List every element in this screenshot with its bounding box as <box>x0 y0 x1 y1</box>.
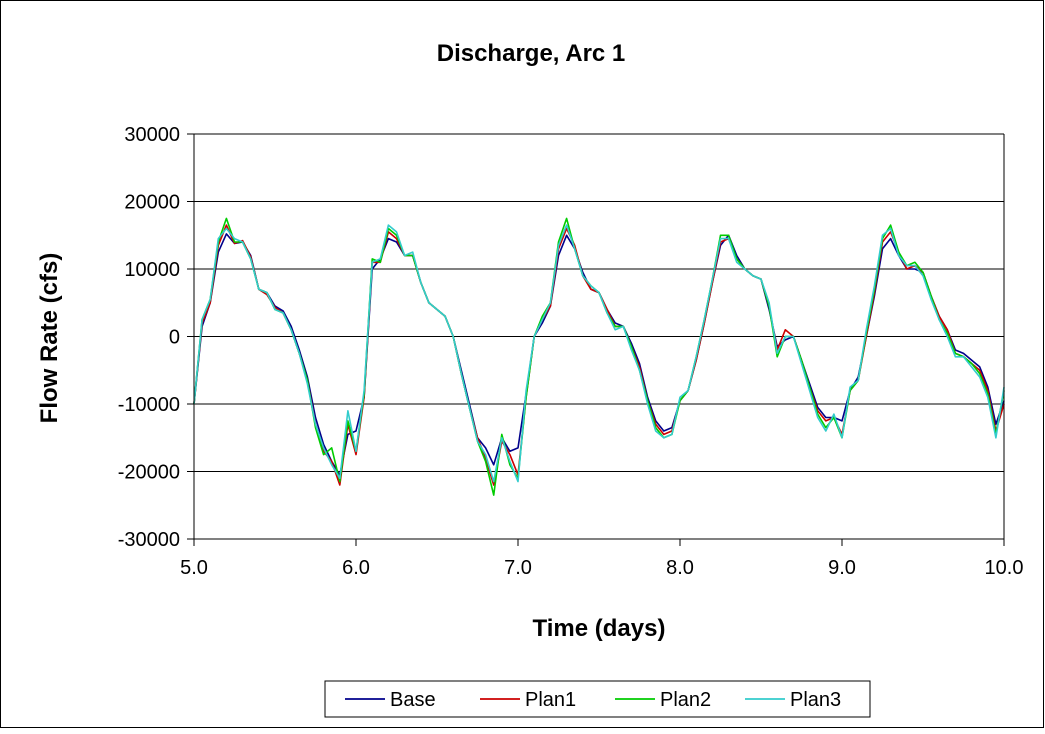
chart-title: Discharge, Arc 1 <box>437 40 626 67</box>
legend-box <box>324 680 871 718</box>
x-tick-label: 7.0 <box>504 557 532 579</box>
series-line-plan3 <box>193 224 1005 483</box>
x-tick-label: 10.0 <box>985 557 1024 579</box>
y-tick-label: 30000 <box>124 124 180 146</box>
y-tick-label: -20000 <box>118 462 180 484</box>
y-tick-label: 0 <box>169 327 180 349</box>
y-tick-label: 20000 <box>124 192 180 214</box>
x-tick-label: 6.0 <box>342 557 370 579</box>
legend-label-base: Base <box>390 689 436 711</box>
x-axis-title: Time (days) <box>533 615 666 642</box>
legend-label-plan2: Plan2 <box>660 689 711 711</box>
x-tick-label: 5.0 <box>180 557 208 579</box>
legend-label-plan1: Plan1 <box>525 689 576 711</box>
y-tick-label: -30000 <box>118 529 180 551</box>
x-tick-label: 9.0 <box>828 557 856 579</box>
y-tick-label: -10000 <box>118 394 180 416</box>
y-tick-label: 10000 <box>124 259 180 281</box>
legend-label-plan3: Plan3 <box>790 689 841 711</box>
y-axis-title: Flow Rate (cfs) <box>36 253 63 424</box>
legend: Base Plan1 Plan2 Plan3 <box>324 680 871 718</box>
series-layer <box>193 217 1005 496</box>
grid-layer <box>194 133 1004 540</box>
x-tick-label: 8.0 <box>666 557 694 579</box>
